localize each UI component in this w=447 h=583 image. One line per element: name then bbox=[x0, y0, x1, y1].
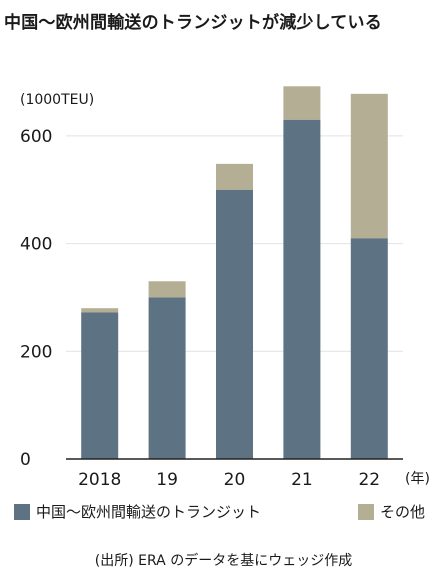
x-tick-label-2018: 2018 bbox=[78, 470, 121, 490]
bar-19-series-0 bbox=[148, 297, 186, 459]
x-tick-label-20: 20 bbox=[224, 470, 246, 490]
stacked-bar-chart: 0 200 400 600 2018 19 20 21 22 (年) bbox=[20, 86, 430, 490]
bar-21-series-0 bbox=[283, 119, 321, 459]
y-tick-label-0: 0 bbox=[20, 450, 31, 470]
bar-19-series-1 bbox=[148, 281, 186, 298]
x-tick-label-19: 19 bbox=[156, 470, 178, 490]
legend-item-other: その他 bbox=[358, 501, 425, 522]
y-tick-label-200: 200 bbox=[20, 342, 52, 362]
source-note: (出所) ERA のデータを基にウェッジ作成 bbox=[94, 553, 353, 569]
y-tick-label-400: 400 bbox=[20, 235, 52, 255]
bar-2018-series-0 bbox=[81, 312, 119, 459]
x-tick-label-22: 22 bbox=[358, 470, 380, 490]
bar-21-series-1 bbox=[283, 86, 321, 120]
legend-item-china-europe: 中国～欧州間輸送のトランジット bbox=[14, 501, 261, 522]
legend-label-other: その他 bbox=[380, 503, 426, 521]
bar-20-series-1 bbox=[216, 163, 253, 190]
chart-title: 中国～欧州間輸送のトランジットが減少している bbox=[4, 13, 382, 33]
y-unit-label: (1000TEU) bbox=[20, 92, 95, 108]
y-tick-label-600: 600 bbox=[20, 127, 52, 147]
bar-2018-series-1 bbox=[81, 308, 119, 313]
legend-swatch-other bbox=[358, 504, 374, 520]
x-axis-unit-label: (年) bbox=[405, 471, 430, 487]
bar-20-series-0 bbox=[216, 189, 253, 459]
bar-22-series-0 bbox=[350, 238, 388, 459]
bar-22-series-1 bbox=[350, 93, 388, 239]
x-tick-label-21: 21 bbox=[291, 470, 313, 490]
legend-swatch-china-europe bbox=[14, 504, 30, 520]
legend-label-china-europe: 中国～欧州間輸送のトランジット bbox=[36, 503, 262, 521]
